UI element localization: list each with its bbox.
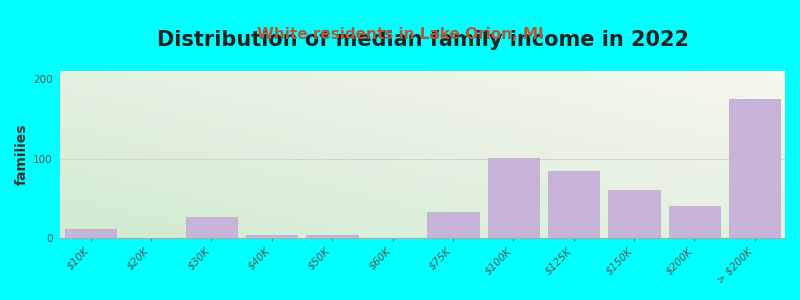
- Bar: [729, 99, 781, 238]
- Bar: [246, 235, 298, 238]
- Y-axis label: families: families: [15, 124, 29, 185]
- Bar: [548, 171, 599, 238]
- Bar: [427, 212, 478, 238]
- Title: Distribution of median family income in 2022: Distribution of median family income in …: [157, 30, 689, 50]
- Bar: [608, 190, 660, 238]
- Bar: [488, 158, 539, 238]
- Bar: [669, 206, 720, 238]
- Bar: [65, 229, 116, 238]
- Text: White residents in Lake Orion, MI: White residents in Lake Orion, MI: [257, 27, 543, 42]
- Bar: [186, 217, 237, 238]
- Bar: [306, 235, 358, 238]
